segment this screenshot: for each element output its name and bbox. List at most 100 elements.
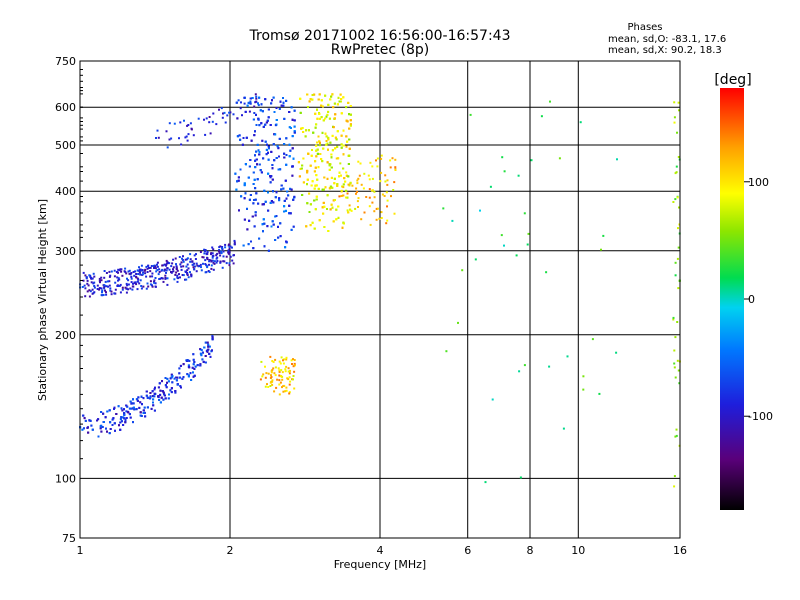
echo-point (199, 263, 202, 266)
echo-point (194, 265, 196, 268)
echo-point (311, 94, 314, 96)
echo-point (341, 185, 344, 188)
echo-point (258, 151, 261, 154)
echo-point (119, 283, 122, 286)
echo-point (302, 131, 305, 133)
echo-point (278, 197, 281, 200)
echo-point (174, 257, 177, 260)
echo-point (157, 136, 160, 139)
echo-point (258, 237, 261, 240)
echo-point (187, 375, 190, 378)
echo-point (222, 250, 225, 253)
echo-point (219, 254, 222, 257)
echo-point (138, 282, 141, 285)
echo-point (385, 191, 388, 194)
echo-point (114, 281, 117, 284)
echo-point (278, 379, 281, 382)
echo-point (88, 419, 91, 422)
echo-point (171, 375, 174, 377)
echo-point (149, 283, 152, 286)
echo-point (283, 358, 286, 361)
echo-point (300, 167, 303, 170)
echo-point (105, 427, 107, 430)
echo-point (93, 291, 96, 294)
echo-point (89, 290, 92, 293)
echo-point (469, 113, 472, 116)
echo-point (161, 277, 164, 280)
echo-point (158, 278, 161, 280)
legend-line-x: mean, sd,X: 90.2, 18.3 (608, 45, 722, 56)
echo-point (330, 176, 333, 179)
echo-point (141, 273, 144, 276)
echo-point (153, 388, 156, 391)
echo-point (251, 215, 254, 218)
echo-point (338, 195, 341, 198)
echo-point (271, 164, 274, 166)
echo-point (307, 129, 310, 132)
echo-point (173, 122, 176, 125)
echo-point (330, 156, 333, 159)
echo-point (133, 408, 136, 411)
echo-point (301, 164, 304, 167)
echo-point (267, 372, 270, 375)
echo-point (165, 130, 168, 133)
chart-subtitle: RwPretec (8p) (331, 42, 429, 58)
echo-point (285, 99, 288, 102)
echo-point (245, 136, 248, 139)
echo-point (108, 280, 111, 283)
echo-point (105, 272, 108, 274)
echo-point (180, 261, 183, 264)
echo-point (86, 290, 89, 293)
echo-point (91, 292, 94, 295)
echo-point (162, 398, 165, 401)
echo-point (281, 371, 284, 374)
echo-point (106, 410, 109, 413)
echo-point (259, 378, 262, 381)
echo-point (337, 216, 340, 219)
echo-point (100, 276, 103, 279)
x-tick-label: 8 (527, 544, 534, 557)
echo-point (327, 148, 329, 151)
echo-point (357, 177, 360, 180)
echo-point (166, 277, 169, 280)
echo-point (540, 115, 543, 118)
echo-point (100, 287, 103, 290)
echo-point (170, 376, 173, 379)
echo-point (165, 262, 168, 265)
echo-point (278, 155, 280, 158)
echo-point (390, 195, 392, 198)
echo-point (384, 180, 387, 183)
echo-point (116, 285, 119, 287)
echo-point (515, 254, 518, 257)
echo-point (276, 145, 279, 148)
echo-point (271, 369, 274, 371)
echo-point (314, 208, 317, 211)
echo-point (92, 272, 95, 275)
echo-point (291, 363, 293, 365)
echo-point (288, 111, 291, 113)
echo-point (523, 212, 526, 215)
echo-point (150, 407, 153, 410)
echo-point (270, 225, 273, 228)
echo-point (373, 210, 376, 213)
echo-point (265, 153, 268, 156)
echo-point (375, 159, 377, 162)
echo-point (172, 270, 175, 273)
echo-point (356, 190, 358, 193)
echo-point (349, 124, 352, 127)
echo-point (229, 255, 232, 258)
echo-point (314, 160, 317, 163)
echo-point (163, 394, 166, 397)
echo-point (104, 280, 107, 283)
echo-point (139, 271, 141, 274)
echo-point (291, 147, 294, 150)
echo-point (199, 364, 202, 367)
echo-point (140, 395, 143, 398)
echo-point (87, 431, 90, 434)
cluster-2 (297, 93, 352, 232)
echo-point (204, 355, 207, 357)
echo-point (376, 157, 379, 160)
echo-point (179, 364, 182, 367)
echo-point (280, 375, 283, 377)
echo-point (392, 189, 395, 191)
